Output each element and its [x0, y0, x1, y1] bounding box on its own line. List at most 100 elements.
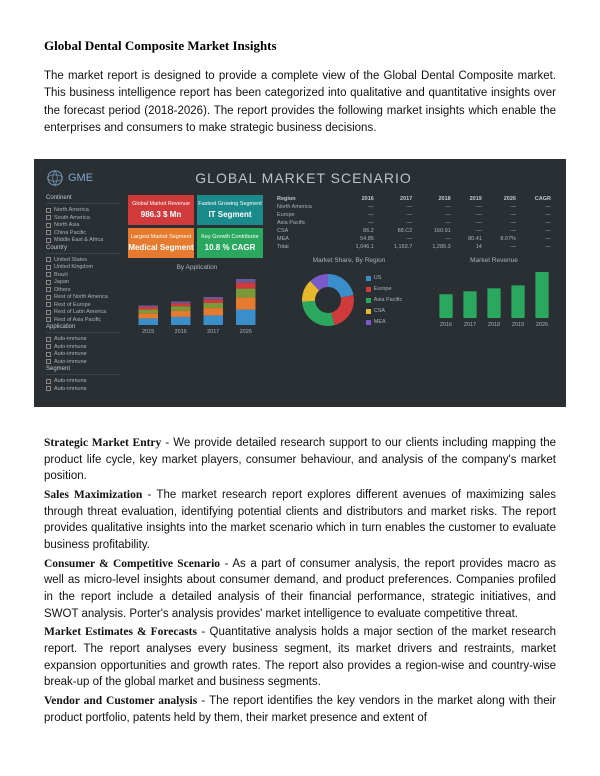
- legend-item: Asia Pacific: [366, 296, 402, 305]
- table-cell: —: [519, 219, 554, 227]
- body-section: Consumer & Competitive Scenario - As a p…: [44, 556, 556, 623]
- checkbox-icon[interactable]: [46, 359, 51, 364]
- stacked-bar-seg: [139, 313, 159, 318]
- checkbox-icon[interactable]: [46, 317, 51, 322]
- filter-item[interactable]: Rest of Latin America: [46, 309, 120, 315]
- stacked-bar-seg: [204, 299, 224, 303]
- checkbox-icon[interactable]: [46, 287, 51, 292]
- filter-item[interactable]: China Pacific: [46, 230, 120, 236]
- checkbox-icon[interactable]: [46, 379, 51, 384]
- checkbox-icon[interactable]: [46, 272, 51, 277]
- table-cell: —: [338, 211, 376, 219]
- filter-sidebar: ContinentNorth AmericaSouth AmericaNorth…: [46, 195, 120, 393]
- stacked-bar-seg: [236, 297, 256, 309]
- checkbox-icon[interactable]: [46, 215, 51, 220]
- checkbox-icon[interactable]: [46, 257, 51, 262]
- globe-icon: [46, 169, 64, 187]
- market-share-title: Market Share, By Region: [274, 257, 424, 264]
- body-section: Vendor and Customer analysis - The repor…: [44, 693, 556, 726]
- table-cell: —: [485, 243, 519, 251]
- table-row: Total1,046.11,163.71,286.314——: [274, 243, 554, 251]
- section-term: Sales Maximization: [44, 489, 142, 501]
- filter-item[interactable]: United States: [46, 257, 120, 263]
- checkbox-icon[interactable]: [46, 238, 51, 243]
- table-cell: 86.2: [338, 227, 376, 235]
- filter-item[interactable]: Rest of Europe: [46, 302, 120, 308]
- table-cell: MEA: [274, 235, 338, 243]
- filter-item[interactable]: South America: [46, 215, 120, 221]
- intro-paragraph: The market report is designed to provide…: [44, 68, 556, 137]
- by-application-title: By Application: [128, 264, 266, 271]
- table-header: 2026: [485, 195, 519, 203]
- kpi-label: Key Growth Contributor: [201, 234, 258, 240]
- filter-item[interactable]: North Asia: [46, 222, 120, 228]
- filter-section-application: Application: [46, 324, 120, 333]
- filter-label: Brazil: [54, 272, 68, 278]
- checkbox-icon[interactable]: [46, 280, 51, 285]
- x-axis-label: 2026: [240, 329, 252, 335]
- market-revenue-title: Market Revenue: [434, 257, 554, 264]
- legend-label: US: [374, 275, 382, 281]
- section-term: Market Estimates & Forecasts: [44, 626, 197, 638]
- checkbox-icon[interactable]: [46, 265, 51, 270]
- kpi-grid: Global Market Revenue986.3 $ MnLargest M…: [128, 195, 266, 258]
- x-axis-label: 2017: [464, 322, 476, 328]
- table-cell: —: [485, 219, 519, 227]
- table-cell: 1,046.1: [338, 243, 376, 251]
- checkbox-icon[interactable]: [46, 344, 51, 349]
- checkbox-icon[interactable]: [46, 337, 51, 342]
- table-row: CSA86.288.C2160.91———: [274, 227, 554, 235]
- stacked-bar-seg: [204, 308, 224, 315]
- filter-item[interactable]: Others: [46, 287, 120, 293]
- checkbox-icon[interactable]: [46, 223, 51, 228]
- filter-item[interactable]: Japan: [46, 279, 120, 285]
- filter-item[interactable]: Auto-immune: [46, 359, 120, 365]
- checkbox-icon[interactable]: [46, 208, 51, 213]
- table-header: 2017: [377, 195, 415, 203]
- donut-chart: [296, 268, 360, 332]
- table-cell: 8.07%: [485, 235, 519, 243]
- filter-item[interactable]: Rest of North America: [46, 294, 120, 300]
- filter-item[interactable]: Auto-immune: [46, 344, 120, 350]
- section-term: Consumer & Competitive Scenario: [44, 558, 220, 570]
- table-cell: North America: [274, 203, 338, 211]
- stacked-bar-seg: [139, 318, 159, 325]
- table-cell: 88.C2: [377, 227, 415, 235]
- revenue-bar: [439, 294, 452, 318]
- table-cell: CSA: [274, 227, 338, 235]
- x-axis-label: 2018: [488, 322, 500, 328]
- table-row: MEA54.85——80.418.07%—: [274, 235, 554, 243]
- legend-label: MEA: [374, 319, 386, 325]
- table-cell: —: [415, 203, 453, 211]
- table-cell: Total: [274, 243, 338, 251]
- kpi-value: 10.8 % CAGR: [205, 243, 256, 252]
- filter-label: Rest of North America: [54, 294, 108, 300]
- checkbox-icon[interactable]: [46, 386, 51, 391]
- donut-legend: USEuropeAsia PacificCSAMEA: [366, 272, 402, 329]
- filter-item[interactable]: Middle East & Africa: [46, 237, 120, 243]
- filter-item[interactable]: Auto-immune: [46, 386, 120, 392]
- stacked-bar-seg: [171, 303, 191, 306]
- legend-item: MEA: [366, 318, 402, 327]
- filter-item[interactable]: Auto-immune: [46, 351, 120, 357]
- revenue-bar: [463, 291, 476, 318]
- filter-item[interactable]: Auto-immune: [46, 336, 120, 342]
- checkbox-icon[interactable]: [46, 352, 51, 357]
- stacked-bar-seg: [204, 303, 224, 308]
- checkbox-icon[interactable]: [46, 230, 51, 235]
- table-row: North America——————: [274, 203, 554, 211]
- filter-item[interactable]: Auto-immune: [46, 378, 120, 384]
- filter-item[interactable]: United Kingdom: [46, 264, 120, 270]
- region-table: Region20162017201820192026CAGRNorth Amer…: [274, 195, 554, 251]
- filter-item[interactable]: Rest of Asia Pacific: [46, 317, 120, 323]
- checkbox-icon[interactable]: [46, 302, 51, 307]
- page-title: Global Dental Composite Market Insights: [44, 38, 556, 54]
- table-cell: —: [485, 203, 519, 211]
- checkbox-icon[interactable]: [46, 310, 51, 315]
- filter-item[interactable]: North America: [46, 207, 120, 213]
- checkbox-icon[interactable]: [46, 295, 51, 300]
- revenue-bar: [535, 272, 548, 318]
- table-cell: —: [454, 211, 485, 219]
- filter-item[interactable]: Brazil: [46, 272, 120, 278]
- section-term: Strategic Market Entry: [44, 437, 161, 449]
